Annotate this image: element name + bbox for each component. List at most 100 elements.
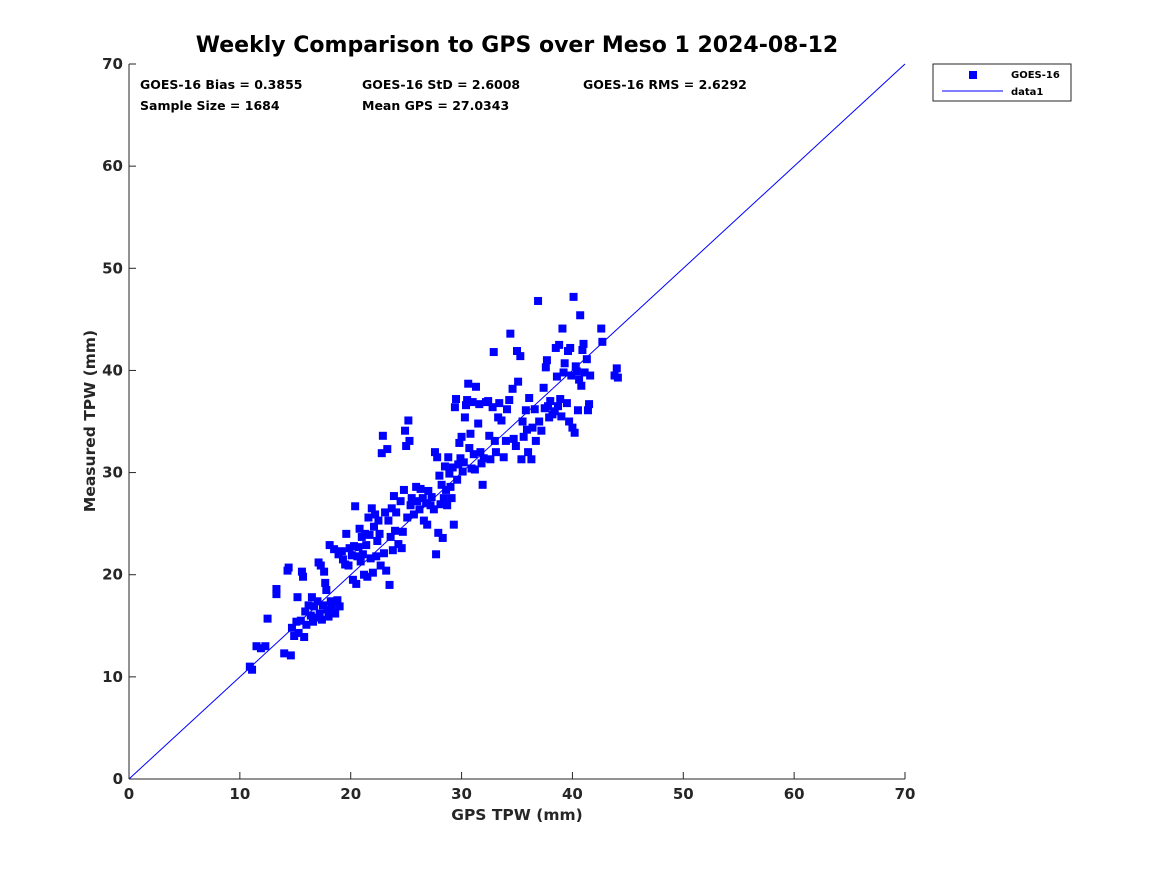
y-tick-label: 0 — [113, 770, 123, 788]
data-point — [396, 497, 405, 506]
x-tick-label: 40 — [562, 785, 583, 803]
data-point — [387, 504, 396, 513]
data-point — [407, 494, 416, 503]
data-point — [556, 395, 565, 404]
data-point — [437, 480, 446, 489]
data-point — [484, 397, 493, 406]
stat-sample-size: Sample Size = 1684 — [140, 98, 280, 113]
data-point — [612, 364, 621, 373]
data-point — [552, 372, 561, 381]
data-point — [585, 400, 594, 409]
data-point — [466, 429, 475, 438]
data-point — [569, 292, 578, 301]
data-point — [522, 425, 531, 434]
data-point — [465, 444, 474, 453]
x-tick-label: 20 — [340, 785, 361, 803]
data-point — [315, 609, 324, 618]
data-point — [537, 426, 546, 435]
data-point — [290, 632, 299, 640]
legend-marker-goes16 — [969, 71, 977, 79]
data-point — [358, 550, 367, 559]
data-point — [489, 348, 498, 357]
data-point — [294, 628, 303, 637]
data-point — [488, 403, 497, 412]
data-point — [586, 371, 595, 380]
data-point — [296, 616, 305, 625]
y-axis-label: Measured TPW (mm) — [81, 330, 99, 512]
data-point — [544, 402, 553, 411]
data-point — [476, 448, 485, 457]
data-point — [287, 623, 296, 632]
data-point — [542, 356, 551, 365]
data-point — [391, 526, 400, 535]
data-point — [454, 460, 463, 469]
y-tick-label: 70 — [102, 55, 123, 73]
data-point — [383, 445, 392, 454]
data-point — [525, 394, 534, 403]
data-point — [406, 501, 415, 510]
data-point — [367, 504, 376, 513]
data-point — [435, 471, 444, 480]
data-point — [439, 494, 448, 503]
data-point — [509, 434, 518, 443]
data-point — [356, 557, 365, 566]
data-point — [321, 578, 330, 587]
data-point — [280, 649, 289, 658]
data-point — [474, 419, 483, 428]
data-point — [557, 412, 566, 421]
data-point — [313, 597, 322, 606]
data-point — [415, 505, 424, 514]
data-point — [398, 527, 407, 536]
data-point — [573, 406, 582, 415]
data-point — [365, 530, 374, 539]
data-point — [384, 516, 393, 525]
data-point — [381, 508, 390, 517]
data-point — [464, 379, 473, 388]
data-point — [518, 417, 527, 426]
data-point — [458, 467, 467, 476]
x-tick-label: 70 — [895, 785, 916, 803]
data-point — [459, 458, 468, 467]
stats-annotations: GOES-16 Bias = 0.3855 GOES-16 StD = 2.60… — [140, 77, 747, 113]
data-point — [471, 382, 480, 391]
legend-label-data1: data1 — [1011, 87, 1043, 98]
data-point — [501, 436, 510, 445]
data-point — [335, 602, 344, 611]
data-point — [371, 510, 380, 519]
data-point — [385, 580, 394, 589]
data-point — [353, 552, 362, 561]
reference-line-group — [128, 63, 906, 780]
y-tick-label: 60 — [102, 157, 123, 175]
data-point — [404, 416, 413, 425]
data-point — [528, 423, 537, 432]
y-tick-label: 20 — [102, 566, 123, 584]
data-point — [477, 459, 486, 468]
data-point — [597, 324, 606, 333]
data-point — [519, 432, 528, 441]
data-point — [499, 453, 508, 462]
data-point — [497, 416, 506, 425]
data-point — [531, 436, 540, 445]
data-point — [256, 644, 265, 653]
data-point — [320, 567, 329, 576]
data-point — [325, 541, 334, 550]
data-point — [433, 453, 442, 462]
data-point — [511, 442, 520, 451]
data-point — [333, 596, 342, 605]
x-tick-label: 30 — [451, 785, 472, 803]
data-point — [355, 524, 364, 533]
data-point — [286, 651, 295, 660]
data-point — [327, 603, 336, 612]
data-point — [248, 665, 257, 674]
data-point — [463, 396, 472, 405]
data-point — [297, 567, 306, 576]
data-point — [263, 614, 272, 623]
data-point — [366, 554, 375, 563]
data-point — [316, 561, 325, 570]
y-tick-label: 10 — [102, 668, 123, 686]
data-point — [572, 367, 581, 376]
data-point — [405, 436, 414, 445]
data-point — [449, 520, 458, 529]
